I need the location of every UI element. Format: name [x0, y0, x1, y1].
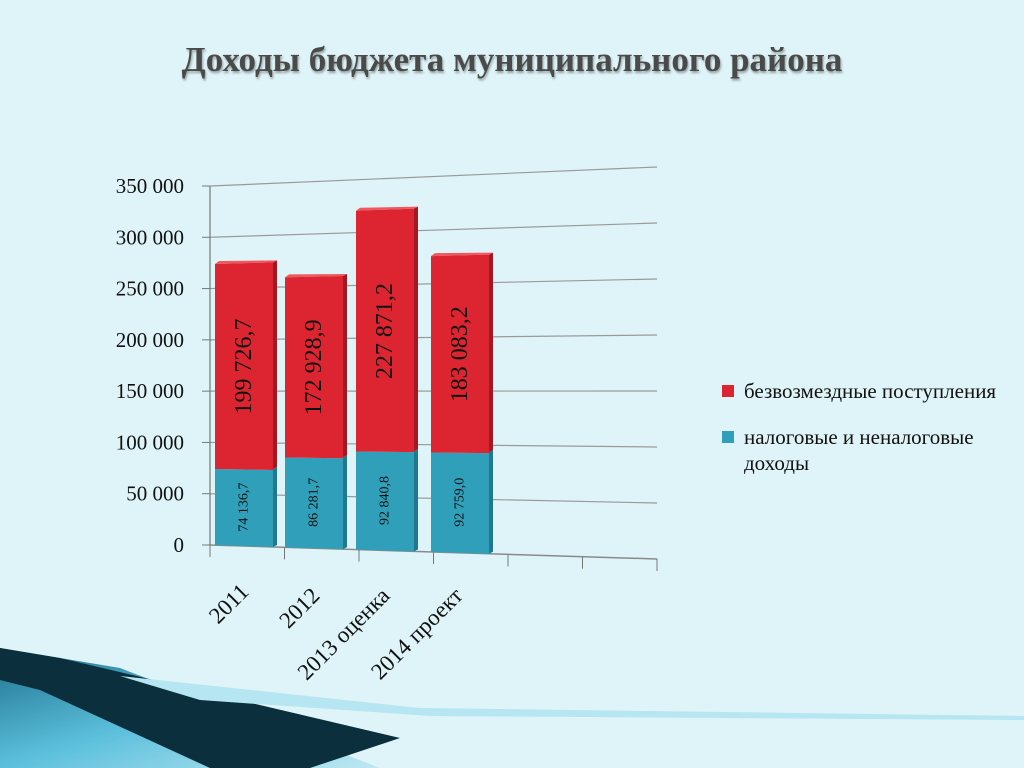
bar-segment-grants-side	[414, 206, 418, 452]
bar-segment-tax	[431, 452, 489, 554]
corner-decoration	[0, 648, 1024, 768]
bar-group: 92 840,8 227 871,2	[356, 206, 418, 552]
bar-segment-tax-side	[343, 455, 347, 550]
x-category-label: 2012	[274, 583, 324, 633]
bar-segment-tax-side	[414, 449, 418, 552]
legend-swatch-blue	[722, 431, 734, 443]
bar-segment-grants	[431, 254, 489, 454]
y-tick-label: 100 000	[116, 430, 184, 454]
data-label-tax: 74 136,7	[237, 483, 252, 532]
bar-segment-grants	[215, 262, 273, 470]
bar-segment-tax	[285, 457, 343, 550]
bar-segment-tax-side	[273, 466, 277, 547]
decor-wave-dark	[0, 648, 400, 768]
decor-wave-light	[120, 676, 1024, 720]
y-tick-label: 50 000	[126, 482, 184, 506]
data-label-grants: 183 083,2	[447, 306, 473, 402]
gridline	[209, 222, 658, 238]
y-tick-label: 250 000	[116, 277, 184, 301]
bar-segment-grants-top	[356, 206, 418, 211]
data-label-grants: 199 726,7	[231, 318, 257, 414]
legend-item-grants: безвозмездные поступления	[722, 378, 1022, 404]
bar-segment-grants-side	[273, 260, 277, 469]
y-tick-label: 300 000	[116, 225, 184, 249]
bar-segment-tax	[356, 451, 414, 552]
bar-segment-grants-top	[285, 274, 347, 278]
bar-segment-grants-side	[343, 274, 347, 458]
data-label-grants: 227 871,2	[372, 283, 398, 379]
bar-segment-tax	[215, 469, 273, 547]
y-tick-label: 150 000	[116, 379, 184, 403]
x-category-label: 2011	[204, 579, 254, 629]
legend-label-grants: безвозмездные поступления	[744, 379, 997, 403]
y-tick-label: 200 000	[116, 328, 184, 352]
y-tick-label: 350 000	[116, 174, 184, 198]
bar-segment-tax-side	[489, 450, 493, 554]
slide-title: Доходы бюджета муниципального района	[181, 40, 843, 79]
bar-segment-grants	[356, 208, 414, 453]
data-label-tax: 92 840,8	[378, 476, 393, 525]
bar-group: 74 136,7 199 726,7	[215, 260, 277, 547]
data-label-tax: 86 281,7	[307, 478, 322, 527]
bar-series: 74 136,7 199 726,7 86 281,7 172 928,9 92 840…	[215, 206, 493, 554]
data-label-grants: 172 928,9	[301, 319, 327, 415]
bar-segment-grants-top	[215, 260, 277, 264]
legend: безвозмездные поступления налоговые и не…	[722, 378, 1022, 496]
legend-label-tax: налоговые и неналоговые доходы	[744, 425, 974, 475]
bar-group: 86 281,7 172 928,9	[285, 274, 347, 550]
bar-segment-grants-side	[489, 252, 493, 453]
bar-segment-grants	[285, 276, 343, 459]
legend-item-tax: налоговые и неналоговые доходы	[722, 424, 1022, 476]
y-axis: 0 50 000 100 000 150 000 200 000 250 000 300 0…	[116, 174, 211, 557]
y-tick-label: 0	[174, 533, 185, 557]
bar-group: 92 759,0 183 083,2	[431, 252, 493, 554]
gridline	[209, 166, 658, 187]
bar-segment-grants-top	[431, 252, 493, 257]
legend-swatch-red	[722, 385, 734, 397]
data-label-tax: 92 759,0	[453, 478, 468, 527]
